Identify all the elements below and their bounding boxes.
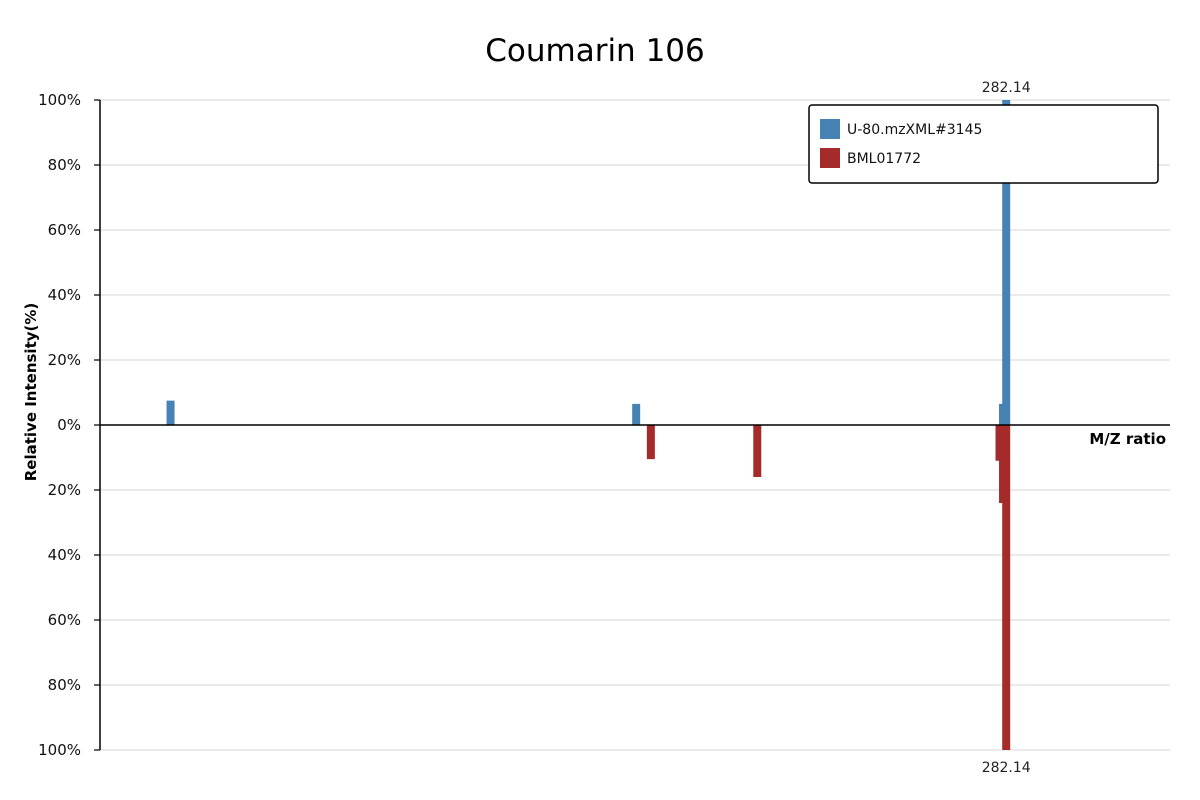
y-tick-label: 100% — [38, 91, 81, 109]
y-tick-label: 40% — [48, 546, 81, 564]
gridlines — [100, 99, 1170, 751]
y-axis-title: Relative Intensity(%) — [22, 303, 40, 482]
legend-swatch-bml — [820, 148, 840, 168]
sample-peak-bar[interactable] — [166, 400, 175, 426]
reference-peak-bar[interactable] — [1002, 425, 1011, 750]
reference-peak-bar[interactable] — [646, 425, 655, 460]
y-tick-label: 100% — [38, 741, 81, 759]
y-tick-label: 0% — [57, 416, 81, 434]
legend-box — [808, 104, 1159, 184]
chart-title: Coumarin 106 — [485, 33, 704, 69]
spectrum-bars — [166, 100, 1011, 750]
reference-peak-bar[interactable] — [753, 425, 762, 477]
x-axis-title: M/Z ratio — [1089, 430, 1166, 448]
sample-peak-bar[interactable] — [632, 403, 641, 426]
y-tick-label: 60% — [48, 611, 81, 629]
y-tick-label: 80% — [48, 156, 81, 174]
y-tick-label: 60% — [48, 221, 81, 239]
bottom-peak-label: 282.14 — [982, 760, 1031, 776]
sample-peak-bar[interactable] — [1002, 100, 1011, 425]
top-peak-label: 282.14 — [982, 80, 1031, 96]
y-tick-label: 80% — [48, 676, 81, 694]
legend-label-u80[interactable]: U-80.mzXML#3145 — [847, 122, 982, 138]
legend-swatch-u80 — [820, 119, 840, 139]
y-tick-label: 20% — [48, 351, 81, 369]
legend: U-80.mzXML#3145 BML01772 — [808, 104, 1159, 184]
y-axis-ticks: 100% 80% 60% 40% 20% 0% 20% 40% 60% 80% 100% — [38, 91, 100, 759]
y-tick-label: 40% — [48, 286, 81, 304]
legend-label-bml[interactable]: BML01772 — [847, 151, 921, 167]
y-tick-label: 20% — [48, 481, 81, 499]
